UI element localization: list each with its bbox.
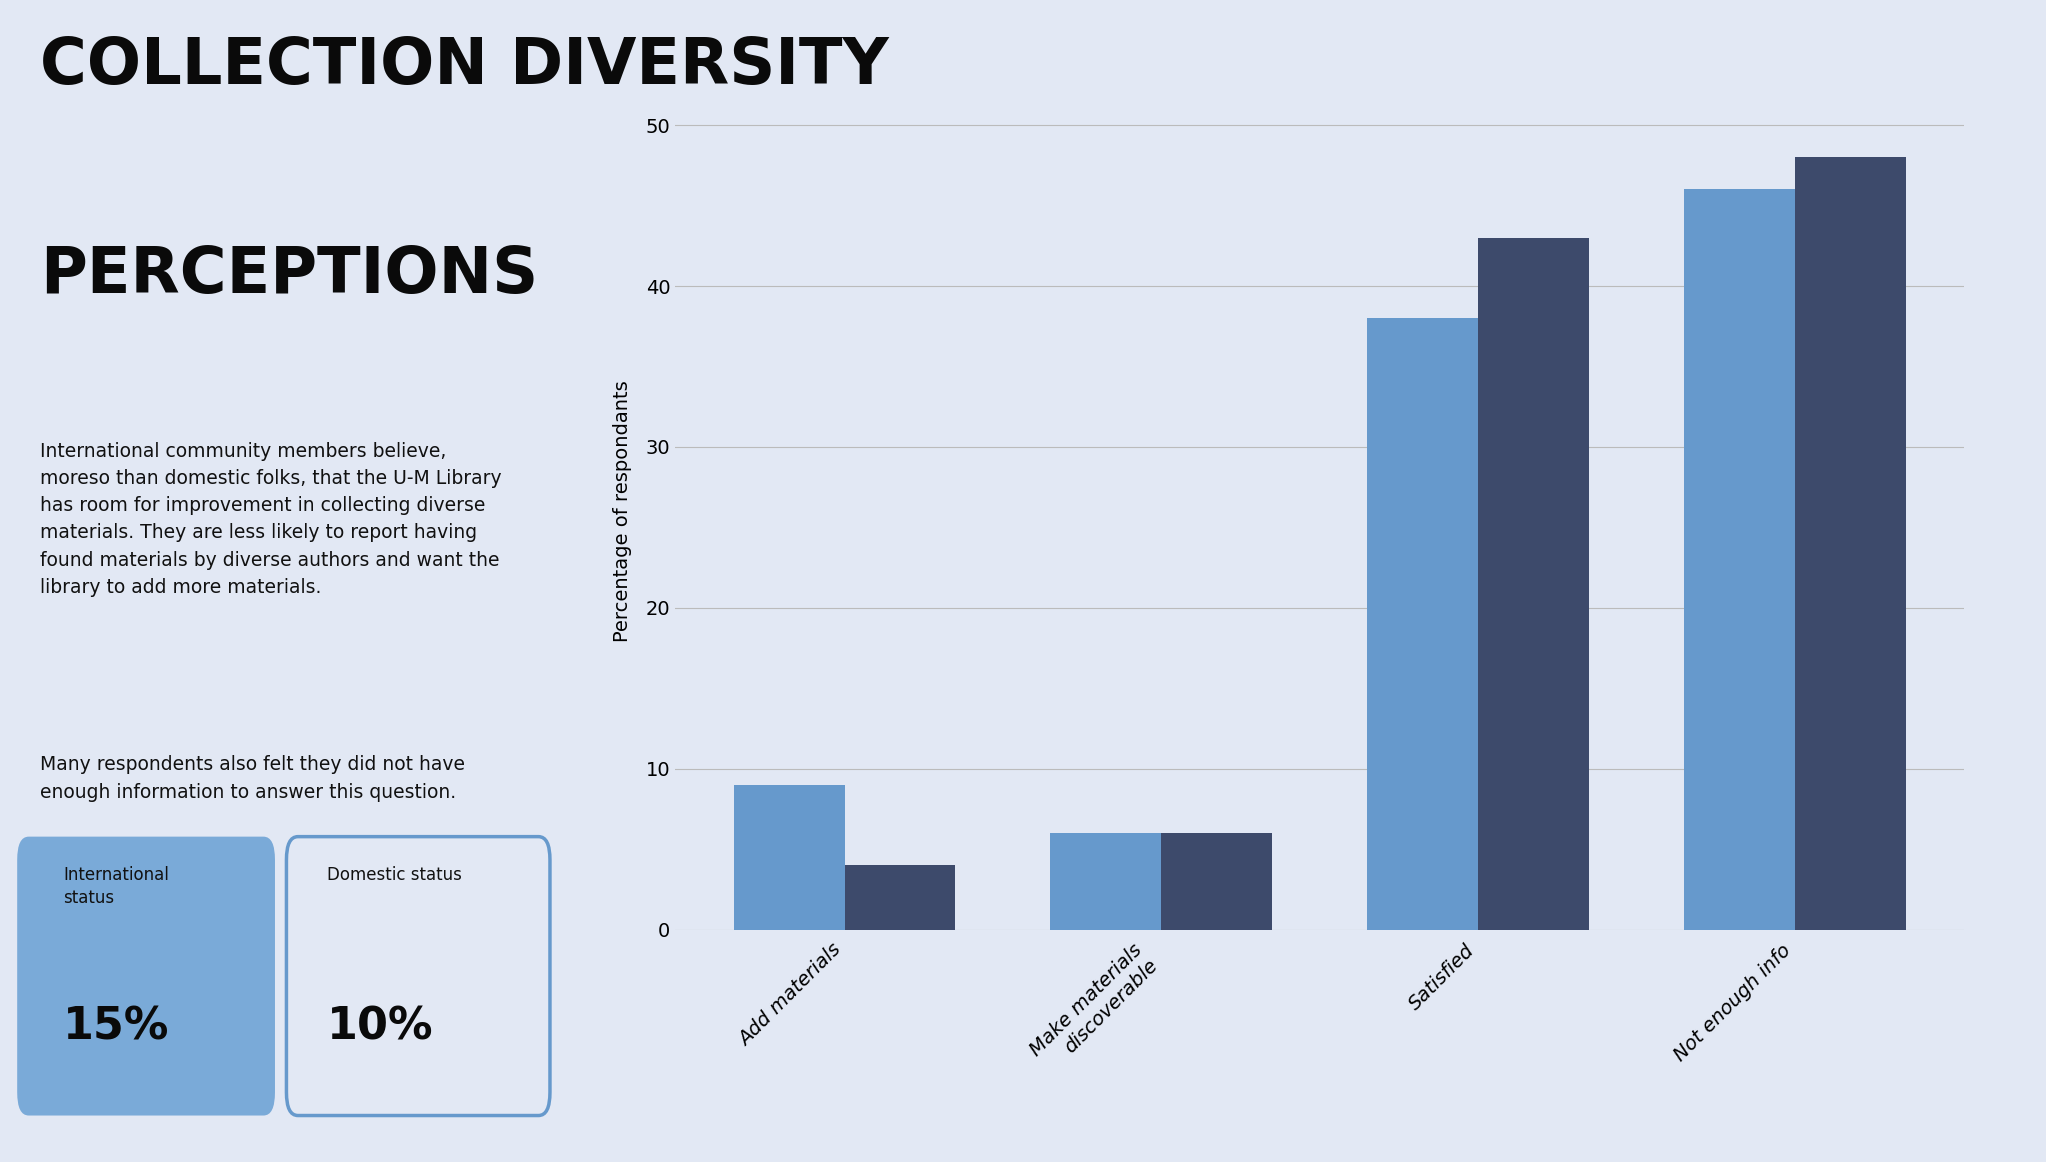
Text: 15%: 15% [63,1005,170,1048]
Text: Many respondents also felt they did not have
enough information to answer this q: Many respondents also felt they did not … [41,755,464,802]
Bar [1367,318,1477,930]
FancyBboxPatch shape [16,837,274,1116]
Text: International community members believe,
moreso than domestic folks, that the U-: International community members believe,… [41,442,501,597]
Text: Domestic status: Domestic status [327,866,462,883]
Text: PERCEPTIONS: PERCEPTIONS [41,244,538,306]
Bar [1684,189,1794,930]
Bar [1477,238,1590,930]
Text: 10%: 10% [327,1005,434,1048]
Text: International
status: International status [63,866,170,908]
Bar [845,866,955,930]
Y-axis label: Percentage of respondants: Percentage of respondants [612,380,632,643]
Bar [1794,157,1905,930]
Bar [1162,833,1273,930]
Text: COLLECTION DIVERSITY: COLLECTION DIVERSITY [41,35,888,96]
Bar [1050,833,1162,930]
FancyBboxPatch shape [286,837,550,1116]
Bar [735,784,845,930]
